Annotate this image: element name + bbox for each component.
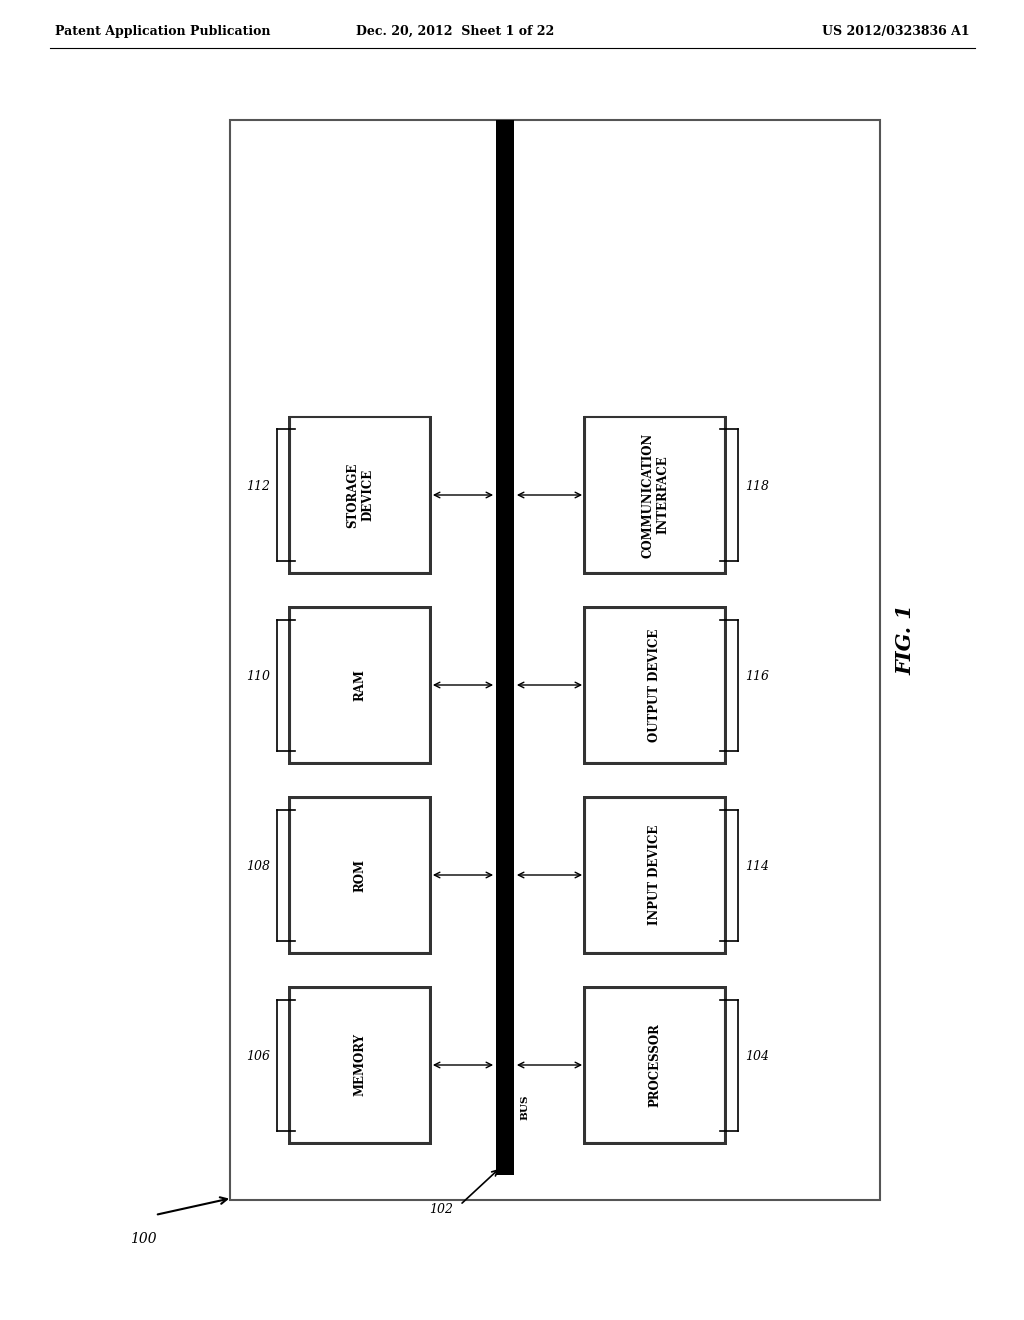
Text: 110: 110 <box>246 671 270 684</box>
Bar <box>583 606 727 764</box>
Bar <box>585 987 725 1143</box>
Text: Patent Application Publication: Patent Application Publication <box>55 25 270 38</box>
Text: BUS: BUS <box>520 1094 529 1119</box>
Text: 108: 108 <box>246 861 270 874</box>
Bar <box>583 796 727 954</box>
Bar <box>288 416 432 574</box>
Bar <box>288 796 432 954</box>
Bar <box>230 120 880 1200</box>
Bar <box>290 797 430 953</box>
Text: STORAGE
DEVICE: STORAGE DEVICE <box>346 462 374 528</box>
Text: 102: 102 <box>429 1203 453 1216</box>
Bar <box>290 607 430 763</box>
Text: 104: 104 <box>745 1051 769 1064</box>
Bar <box>585 417 725 573</box>
Text: 112: 112 <box>246 480 270 494</box>
Text: 100: 100 <box>130 1232 157 1246</box>
Text: ROM: ROM <box>353 858 367 891</box>
Text: 106: 106 <box>246 1051 270 1064</box>
Text: 114: 114 <box>745 861 769 874</box>
Bar <box>288 606 432 764</box>
Bar <box>290 417 430 573</box>
Bar <box>583 986 727 1144</box>
Text: Dec. 20, 2012  Sheet 1 of 22: Dec. 20, 2012 Sheet 1 of 22 <box>356 25 554 38</box>
Text: OUTPUT DEVICE: OUTPUT DEVICE <box>648 628 662 742</box>
Text: FIG. 1: FIG. 1 <box>895 605 915 676</box>
Text: 118: 118 <box>745 480 769 494</box>
Bar <box>585 797 725 953</box>
Bar <box>288 986 432 1144</box>
Text: US 2012/0323836 A1: US 2012/0323836 A1 <box>822 25 970 38</box>
Bar <box>496 120 514 1175</box>
Bar <box>290 987 430 1143</box>
Text: PROCESSOR: PROCESSOR <box>648 1023 662 1107</box>
Text: MEMORY: MEMORY <box>353 1034 367 1097</box>
Bar <box>583 416 727 574</box>
Bar <box>585 607 725 763</box>
Text: RAM: RAM <box>353 669 367 701</box>
Text: 116: 116 <box>745 671 769 684</box>
Text: COMMUNICATION
INTERFACE: COMMUNICATION INTERFACE <box>641 433 669 557</box>
Text: INPUT DEVICE: INPUT DEVICE <box>648 825 662 925</box>
